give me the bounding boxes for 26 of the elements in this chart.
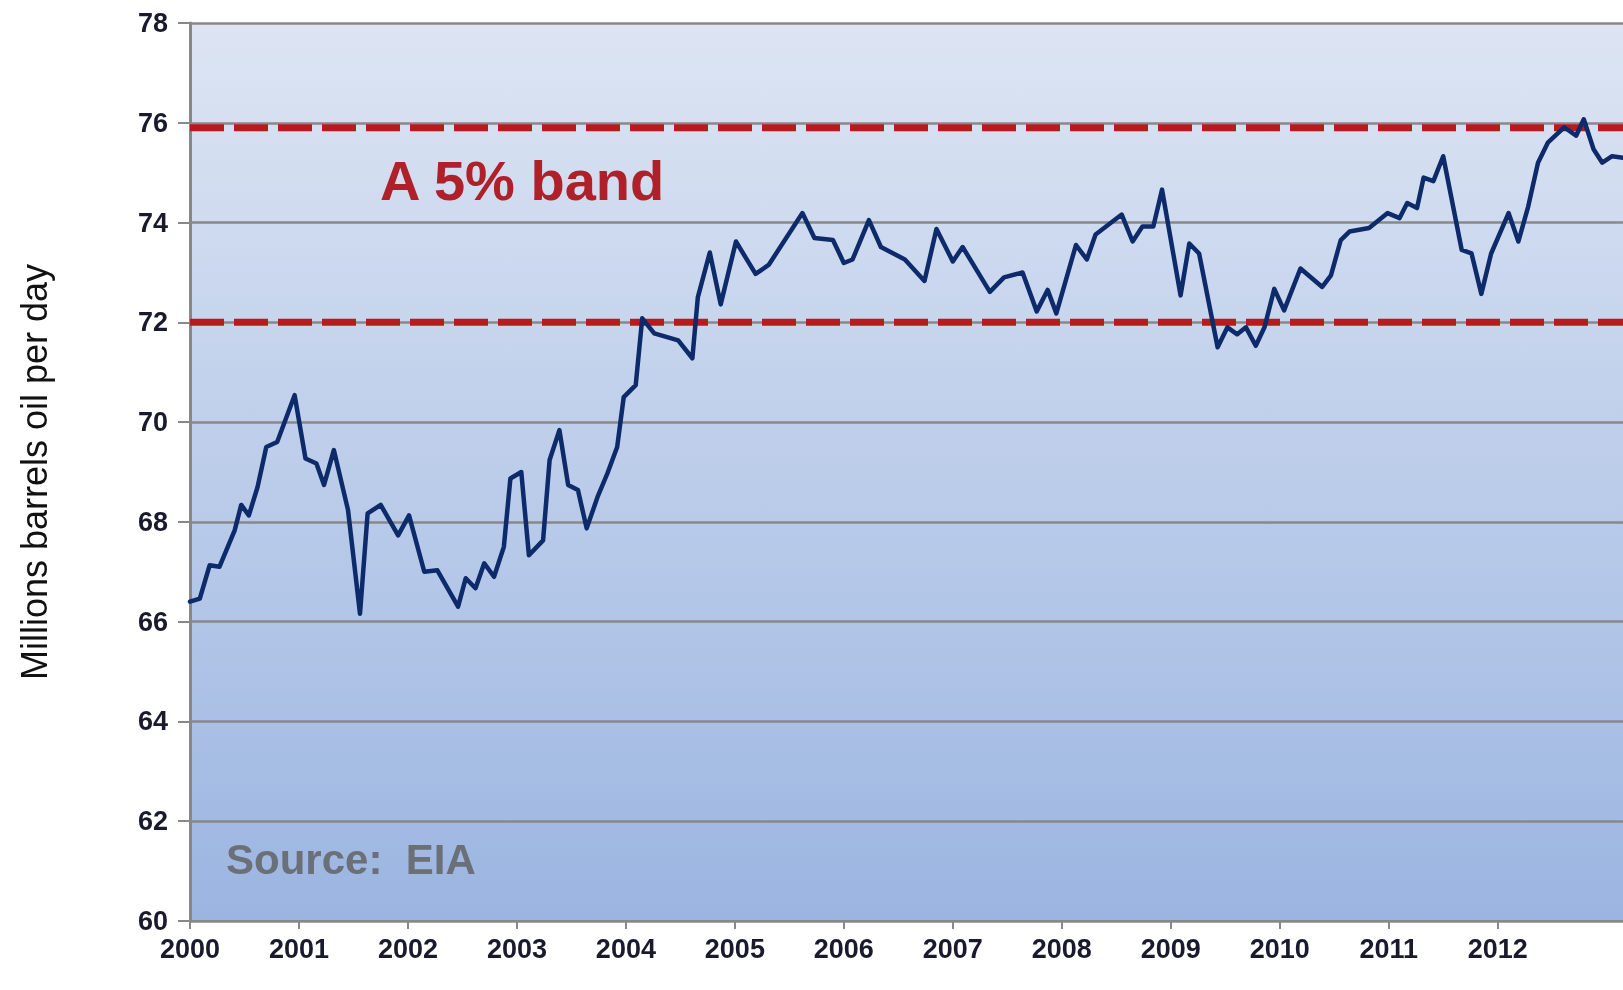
x-tick-label: 2005 <box>704 933 765 964</box>
y-tick-label: 62 <box>137 806 168 837</box>
y-tick-label: 72 <box>137 307 168 338</box>
y-tick-label: 78 <box>137 8 168 38</box>
x-tick-label: 2006 <box>813 933 874 964</box>
x-tick-label: 2007 <box>922 933 983 964</box>
y-axis-title: Millions barrels oil per day <box>13 263 55 681</box>
y-tick-label: 76 <box>137 107 168 138</box>
x-tick-label: 2003 <box>486 933 547 964</box>
y-tick-label: 74 <box>137 207 168 238</box>
y-tick-label: 60 <box>137 906 168 936</box>
y-tick-label: 64 <box>137 706 168 737</box>
x-tick-label: 2004 <box>595 933 656 964</box>
x-tick-label: 2010 <box>1249 933 1310 964</box>
annotation: Source: EIA <box>226 835 476 883</box>
x-tick-label: 2011 <box>1359 933 1418 964</box>
x-tick-label: 2002 <box>377 933 438 964</box>
y-tick-label: 68 <box>137 506 168 537</box>
x-tick-label: 2001 <box>268 933 330 964</box>
x-tick-label: 2008 <box>1031 933 1092 964</box>
x-tick-label: 2000 <box>159 933 221 964</box>
x-tick-label: 2009 <box>1140 933 1201 964</box>
y-tick-label: 70 <box>137 407 168 438</box>
annotation: A 5% band <box>380 148 665 212</box>
y-tick-label: 66 <box>137 606 168 637</box>
x-tick-label: 2012 <box>1467 933 1528 964</box>
